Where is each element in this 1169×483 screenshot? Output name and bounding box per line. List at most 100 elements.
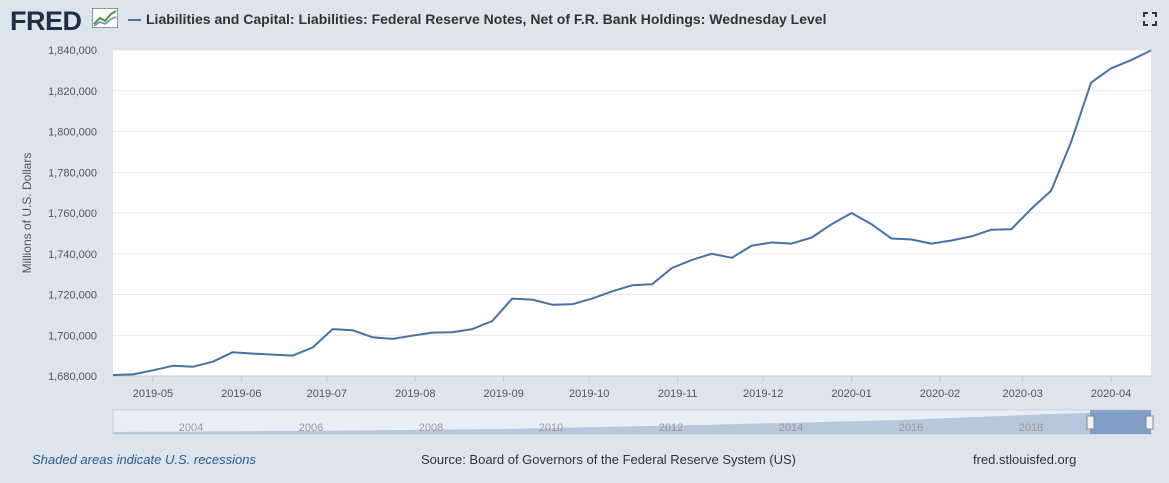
data-point[interactable] bbox=[370, 334, 376, 340]
data-point[interactable] bbox=[609, 288, 615, 294]
data-point[interactable] bbox=[250, 351, 256, 357]
y-tick-label: 1,800,000 bbox=[48, 127, 97, 139]
navigator-selection[interactable] bbox=[1090, 410, 1151, 434]
x-tick-label: 2019-09 bbox=[483, 388, 523, 400]
data-point[interactable] bbox=[390, 336, 396, 342]
data-point[interactable] bbox=[729, 255, 735, 261]
site-link[interactable]: fred.stlouisfed.org bbox=[973, 452, 1077, 467]
series-group[interactable] bbox=[110, 47, 1154, 378]
x-tick-label: 2019-07 bbox=[307, 388, 347, 400]
data-point[interactable] bbox=[849, 210, 855, 216]
fullscreen-icon[interactable] bbox=[1143, 12, 1157, 26]
data-point[interactable] bbox=[1008, 226, 1014, 232]
data-point[interactable] bbox=[489, 318, 495, 324]
x-tick-label: 2020-04 bbox=[1091, 388, 1131, 400]
data-point[interactable] bbox=[290, 353, 296, 359]
x-tick-label: 2019-08 bbox=[395, 388, 435, 400]
data-point[interactable] bbox=[789, 241, 795, 247]
y-tick-label: 1,840,000 bbox=[48, 45, 97, 57]
data-point[interactable] bbox=[190, 364, 196, 370]
data-point[interactable] bbox=[869, 221, 875, 227]
y-tick-label: 1,700,000 bbox=[48, 330, 97, 342]
data-point[interactable] bbox=[529, 297, 535, 303]
data-point[interactable] bbox=[948, 238, 954, 244]
data-point[interactable] bbox=[170, 363, 176, 369]
y-tick-label: 1,740,000 bbox=[48, 249, 97, 261]
x-tick-label: 2019-05 bbox=[133, 388, 173, 400]
data-point[interactable] bbox=[150, 367, 156, 373]
data-point[interactable] bbox=[769, 240, 775, 246]
data-point[interactable] bbox=[429, 330, 435, 336]
data-point[interactable] bbox=[449, 329, 455, 335]
data-point[interactable] bbox=[1048, 188, 1054, 194]
data-point[interactable] bbox=[130, 371, 136, 377]
navigator-year-label: 2014 bbox=[779, 422, 803, 434]
fred-logo-graph-icon bbox=[92, 8, 118, 28]
data-point[interactable] bbox=[310, 345, 316, 351]
navigator-year-label: 2004 bbox=[179, 422, 203, 434]
data-point[interactable] bbox=[749, 243, 755, 249]
data-point[interactable] bbox=[928, 241, 934, 247]
data-point[interactable] bbox=[509, 296, 515, 302]
data-point[interactable] bbox=[469, 326, 475, 332]
y-axis-title: Millions of U.S. Dollars bbox=[20, 152, 34, 274]
data-point[interactable] bbox=[709, 251, 715, 257]
data-point[interactable] bbox=[629, 282, 635, 288]
chart-header: FRED Liabilities and Capital: Liabilitie… bbox=[0, 0, 1169, 40]
y-tick-label: 1,820,000 bbox=[48, 86, 97, 98]
data-point[interactable] bbox=[330, 326, 336, 332]
data-point[interactable] bbox=[230, 349, 236, 355]
data-point[interactable] bbox=[1068, 139, 1074, 145]
series-line[interactable] bbox=[112, 49, 1152, 376]
x-tick-label: 2020-02 bbox=[920, 388, 960, 400]
navigator[interactable]: 2004 2006 2008 2010 2012 2014 2016 2018 bbox=[112, 409, 1154, 435]
source-note: Source: Board of Governors of the Federa… bbox=[421, 452, 796, 467]
y-tick-label: 1,760,000 bbox=[48, 208, 97, 220]
recession-note: Shaded areas indicate U.S. recessions bbox=[32, 452, 257, 467]
x-axis-ticks: 2019-05 2019-06 2019-07 2019-08 2019-09 2019-… bbox=[133, 376, 1131, 400]
data-point[interactable] bbox=[549, 302, 555, 308]
data-point[interactable] bbox=[350, 327, 356, 333]
x-tick-label: 2019-10 bbox=[569, 388, 609, 400]
navigator-year-label: 2010 bbox=[539, 422, 563, 434]
y-tick-label: 1,780,000 bbox=[48, 167, 97, 179]
data-point[interactable] bbox=[1128, 57, 1134, 63]
data-point[interactable] bbox=[809, 235, 815, 241]
navigator-right-handle[interactable] bbox=[1145, 415, 1154, 430]
x-tick-label: 2020-03 bbox=[1002, 388, 1042, 400]
x-tick-label: 2020-01 bbox=[831, 388, 871, 400]
navigator-year-label: 2008 bbox=[419, 422, 443, 434]
navigator-year-label: 2012 bbox=[659, 422, 683, 434]
data-point[interactable] bbox=[669, 265, 675, 271]
data-point[interactable] bbox=[210, 359, 216, 365]
x-tick-label: 2019-11 bbox=[658, 388, 698, 400]
navigator-year-label: 2006 bbox=[299, 422, 323, 434]
data-point[interactable] bbox=[1028, 206, 1034, 212]
y-tick-label: 1,720,000 bbox=[48, 290, 97, 302]
data-point[interactable] bbox=[1148, 47, 1154, 53]
y-tick-label: 1,680,000 bbox=[48, 371, 97, 383]
data-point[interactable] bbox=[968, 233, 974, 239]
y-axis-ticks: 1,680,000 1,700,000 1,720,000 1,740,000 1,76… bbox=[48, 45, 97, 383]
data-point[interactable] bbox=[689, 257, 695, 263]
x-tick-label: 2019-12 bbox=[743, 388, 783, 400]
data-point[interactable] bbox=[409, 333, 415, 339]
data-point[interactable] bbox=[110, 372, 116, 378]
data-point[interactable] bbox=[1108, 65, 1114, 71]
navigator-year-label: 2018 bbox=[1019, 422, 1043, 434]
data-point[interactable] bbox=[829, 221, 835, 227]
chart-title[interactable]: Liabilities and Capital: Liabilities: Fe… bbox=[146, 11, 827, 27]
navigator-left-handle[interactable] bbox=[1086, 415, 1095, 430]
data-point[interactable] bbox=[589, 296, 595, 302]
data-point[interactable] bbox=[649, 281, 655, 287]
x-tick-label: 2019-06 bbox=[221, 388, 261, 400]
data-point[interactable] bbox=[270, 352, 276, 358]
data-point[interactable] bbox=[889, 236, 895, 242]
fred-logo[interactable]: FRED bbox=[10, 6, 82, 36]
data-point[interactable] bbox=[569, 301, 575, 307]
data-point[interactable] bbox=[909, 237, 915, 243]
navigator-year-label: 2016 bbox=[899, 422, 923, 434]
data-point[interactable] bbox=[988, 227, 994, 233]
data-point[interactable] bbox=[1088, 80, 1094, 86]
